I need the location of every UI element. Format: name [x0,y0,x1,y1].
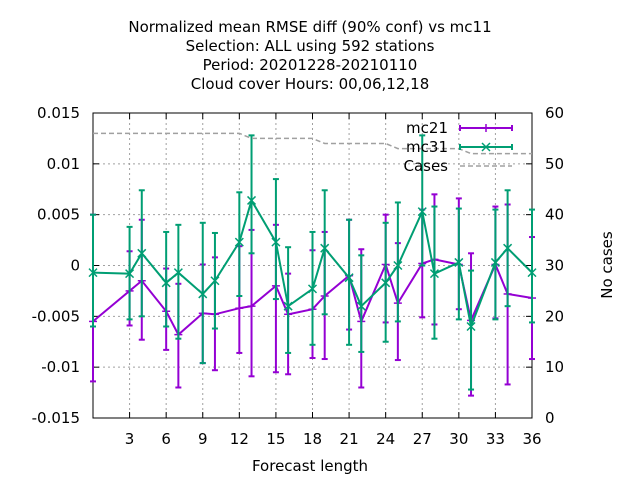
data-point-mc31 [271,237,281,247]
data-point-mc31 [429,269,439,279]
data-point-mc31 [125,269,135,279]
y2-tick-label: 20 [545,307,564,325]
legend-label: mc31 [406,138,448,156]
marker-stroke [137,248,147,258]
data-point-mc31 [466,321,476,332]
series [88,132,537,397]
chart-title-line: Cloud cover Hours: 00,06,12,18 [191,75,430,93]
data-point-mc31 [417,207,427,217]
data-point-mc31 [198,289,208,299]
marker-stroke [417,207,427,217]
marker-stroke [234,237,244,247]
x-tick-label: 12 [230,430,249,448]
data-point-mc31 [307,284,318,294]
marker-stroke [271,237,281,247]
x-tick-label: 36 [522,430,541,448]
data-point-mc31 [173,268,183,278]
marker-stroke [173,268,183,278]
data-point-mc31 [356,301,366,311]
marker-stroke [198,289,208,299]
marker-stroke [125,269,135,279]
marker-stroke [320,243,330,253]
y-tick-label: 0 [70,257,80,275]
chart-title-line: Period: 20201228-20210110 [203,56,418,74]
data-point-mc21 [247,302,256,311]
axis-ticks: 3 6 9 12 15 18 21 24 27 30 33 36-0.015-0.01-0.00500… [32,104,564,448]
marker-stroke [344,273,354,283]
series-mc31 [88,134,537,391]
data-point-mc31 [161,278,171,288]
marker-stroke [490,257,500,267]
data-point-mc31 [137,248,147,258]
legend-marker [481,142,491,152]
data-point-mc31 [344,273,354,283]
data-point-mc31 [381,278,391,288]
marker-stroke [210,276,220,286]
x-axis-label: Forecast length [252,457,368,475]
data-point-mc31 [454,257,464,267]
marker-stroke [356,301,366,311]
x-tick-label: 15 [266,430,285,448]
legend-entry-mc31: mc31 [406,138,513,156]
marker-stroke [283,301,293,311]
y-tick-label: -0.01 [41,358,80,376]
marker-stroke [246,195,257,205]
data-point-mc21 [235,304,244,313]
y-tick-label: 0.01 [47,155,80,173]
marker-stroke [454,257,464,267]
x-tick-label: 18 [303,430,322,448]
data-point-mc31 [234,237,244,247]
chart-title-line: Normalized mean RMSE diff (90% conf) vs … [128,18,491,36]
y2-tick-label: 30 [545,257,564,275]
y2-tick-label: 0 [545,409,555,427]
marker-stroke [381,278,391,288]
marker-stroke [527,268,537,278]
x-tick-label: 30 [449,430,468,448]
x-tick-label: 6 [161,430,171,448]
legend-entry-cases: Cases [403,157,512,175]
y-tick-label: 0.015 [37,104,80,122]
marker-stroke [429,269,439,279]
chart-title: Normalized mean RMSE diff (90% conf) vs … [128,18,491,93]
data-point-mc31 [527,268,537,278]
x-tick-label: 21 [340,430,359,448]
y-tick-label: -0.005 [32,307,80,325]
chart-title-line: Selection: ALL using 592 stations [186,37,435,55]
marker-stroke [393,260,403,271]
y-tick-label: -0.015 [32,409,80,427]
x-tick-label: 33 [486,430,505,448]
data-point-mc31 [246,195,257,205]
y2-tick-label: 10 [545,358,564,376]
series-line-cases [93,132,532,155]
legend-label: mc21 [406,119,448,137]
x-tick-label: 3 [125,430,135,448]
marker-stroke [88,268,98,278]
y2-tick-label: 60 [545,104,564,122]
data-point-mc31 [503,243,513,253]
x-tick-label: 27 [413,430,432,448]
marker-stroke [307,284,318,294]
data-point-mc31 [210,276,220,286]
series-cases [93,132,532,155]
y2-axis-label: No cases [598,231,616,299]
legend-entry-mc21: mc21 [406,119,513,137]
marker-stroke [466,321,476,332]
data-point-mc31 [393,260,403,271]
x-tick-label: 24 [376,430,395,448]
y-tick-label: 0.005 [37,206,80,224]
marker-stroke [161,278,171,288]
y2-tick-label: 50 [545,155,564,173]
y2-tick-label: 40 [545,206,564,224]
data-point-mc31 [320,243,330,253]
x-tick-label: 9 [198,430,208,448]
data-point-mc31 [88,268,98,278]
legend-label: Cases [403,157,448,175]
marker-stroke [503,243,513,253]
data-point-mc31 [490,257,500,267]
data-point-mc31 [283,301,293,311]
